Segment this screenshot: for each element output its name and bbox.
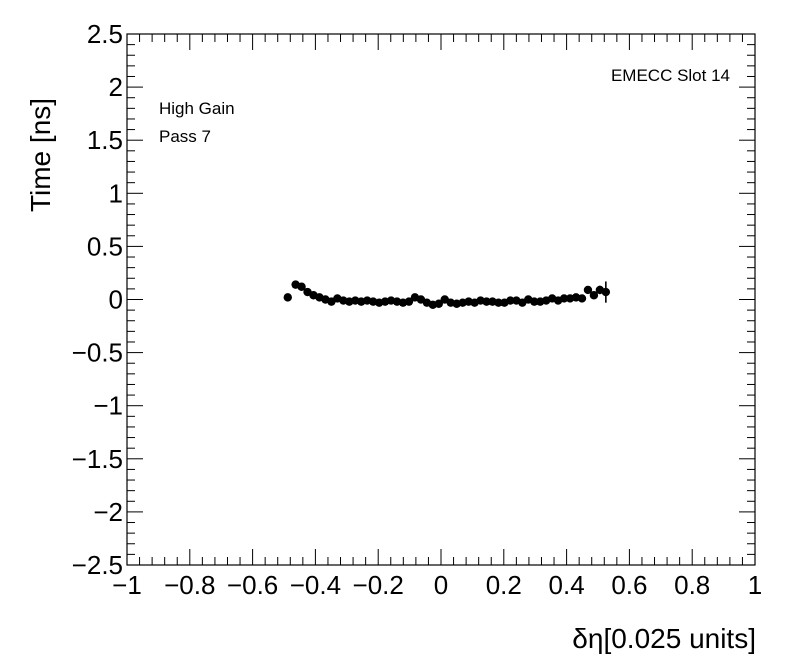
data-point [589,291,599,300]
data-point [577,294,587,303]
pass-annotation: Pass 7 [159,127,211,146]
data-point [404,297,414,306]
y-tick-label: 2 [109,72,123,102]
y-tick-label: 1.5 [87,125,123,155]
data-point [506,296,515,305]
data-point [482,297,491,306]
x-tick-label: −0.4 [290,570,341,600]
slot-annotation: EMECC Slot 14 [611,66,730,85]
data-point [530,297,539,306]
x-tick-label: 1 [748,570,762,600]
x-tick-label: −0.6 [227,570,278,600]
y-axis-title: Time [ns] [25,98,56,212]
data-point [583,285,593,295]
x-tick-label: −0.8 [164,570,215,600]
data-point [494,298,503,307]
y-tick-label: −1 [93,391,123,421]
y-tick-label: −1.5 [72,444,123,474]
x-tick-label: 0.2 [486,570,522,600]
x-tick-label: −0.2 [353,570,404,600]
x-tick-label: 0 [434,570,448,600]
x-tick-label: 0.6 [611,570,647,600]
data-points [283,280,611,310]
y-tick-label: 1 [109,178,123,208]
y-tick-label: 2.5 [87,19,123,49]
y-tick-label: 0 [109,285,123,315]
y-tick-label: −0.5 [72,338,123,368]
x-tick-label: −1 [112,570,142,600]
y-tick-label: 0.5 [87,231,123,261]
x-axis-title: δη[0.025 units] [572,623,756,654]
gain-annotation: High Gain [159,99,235,118]
data-point [601,287,611,297]
y-tick-label: −2 [93,497,123,527]
y-tick-label: −2.5 [72,550,123,580]
data-point [283,293,292,302]
data-point [297,282,306,291]
axis-ticks [126,33,756,566]
x-tick-label: 0.4 [549,570,585,600]
tick-labels: −1 −0.8 −0.6 −0.4 −0.2 0 0.2 0.4 0.6 0.8 1 −2.5 −2 −1… [72,19,763,600]
data-point [559,294,569,303]
data-point [434,299,444,308]
x-tick-label: 0.8 [674,570,710,600]
